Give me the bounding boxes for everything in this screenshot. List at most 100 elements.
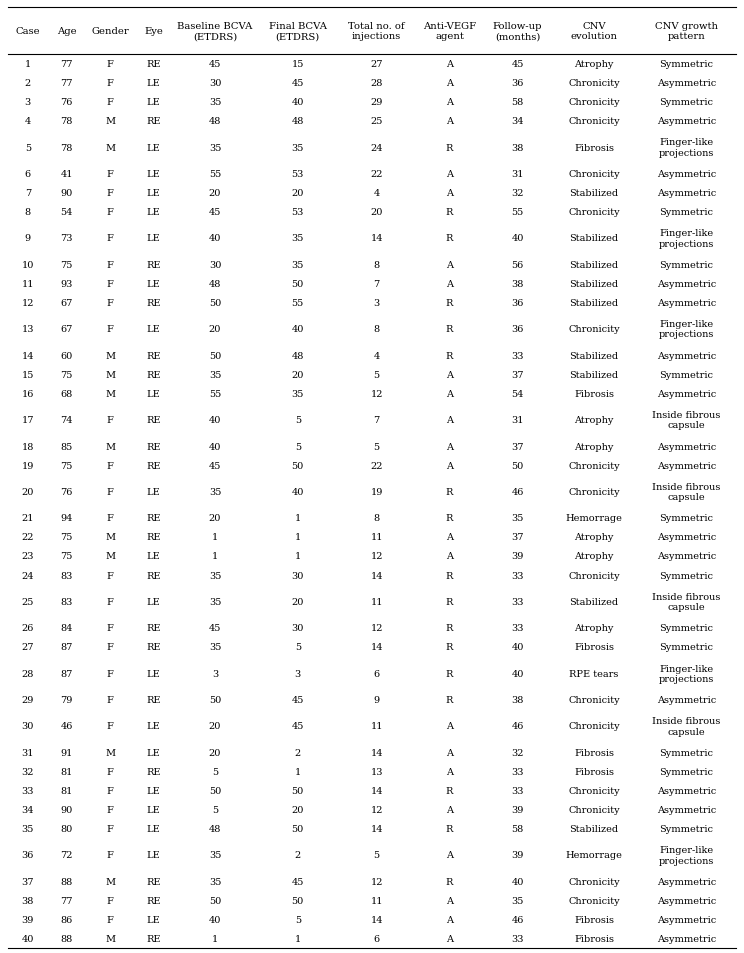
Text: 14: 14: [371, 748, 383, 757]
Text: 20: 20: [209, 721, 221, 731]
Text: 76: 76: [60, 98, 73, 107]
Text: 28: 28: [371, 79, 383, 88]
Text: LE: LE: [147, 143, 161, 152]
Text: A: A: [446, 117, 453, 126]
Text: Asymmetric: Asymmetric: [657, 298, 716, 308]
Text: R: R: [446, 598, 453, 606]
Text: 1: 1: [295, 934, 301, 943]
Text: Asymmetric: Asymmetric: [657, 934, 716, 943]
Text: LE: LE: [147, 98, 161, 107]
Text: F: F: [106, 514, 114, 523]
Text: 11: 11: [371, 598, 383, 606]
Text: 53: 53: [292, 208, 304, 216]
Text: Asymmetric: Asymmetric: [657, 696, 716, 704]
Text: 50: 50: [292, 824, 304, 833]
Text: A: A: [446, 279, 453, 289]
Text: Gender: Gender: [92, 27, 129, 36]
Text: A: A: [446, 60, 453, 69]
Text: RE: RE: [147, 571, 161, 579]
Text: LE: LE: [147, 598, 161, 606]
Text: Asymmetric: Asymmetric: [657, 786, 716, 795]
Text: 33: 33: [511, 934, 524, 943]
Text: 11: 11: [371, 896, 383, 905]
Text: R: R: [446, 488, 453, 497]
Text: Eye: Eye: [144, 27, 163, 36]
Text: 7: 7: [25, 189, 31, 198]
Text: 10: 10: [22, 260, 34, 270]
Text: 31: 31: [511, 170, 524, 179]
Text: 48: 48: [209, 824, 221, 833]
Text: 93: 93: [60, 279, 73, 289]
Text: R: R: [446, 696, 453, 704]
Text: 74: 74: [60, 416, 73, 425]
Text: 38: 38: [511, 143, 524, 152]
Text: 39: 39: [511, 805, 524, 814]
Text: Chronicity: Chronicity: [568, 208, 620, 216]
Text: RE: RE: [147, 533, 161, 542]
Text: Asymmetric: Asymmetric: [657, 552, 716, 561]
Text: M: M: [105, 352, 115, 360]
Text: 48: 48: [292, 352, 304, 360]
Text: RE: RE: [147, 60, 161, 69]
Text: A: A: [446, 390, 453, 398]
Text: Asymmetric: Asymmetric: [657, 279, 716, 289]
Text: RE: RE: [147, 896, 161, 905]
Text: Stabilized: Stabilized: [570, 234, 619, 243]
Text: F: F: [106, 642, 114, 652]
Text: 34: 34: [22, 805, 34, 814]
Text: LE: LE: [147, 748, 161, 757]
Text: 20: 20: [209, 189, 221, 198]
Text: F: F: [106, 170, 114, 179]
Text: Chronicity: Chronicity: [568, 325, 620, 334]
Text: 37: 37: [22, 877, 34, 886]
Text: 3: 3: [212, 669, 218, 678]
Text: 37: 37: [511, 371, 524, 379]
Text: Fibrosis: Fibrosis: [574, 143, 615, 152]
Text: 32: 32: [22, 767, 34, 776]
Text: 45: 45: [292, 721, 304, 731]
Text: 75: 75: [60, 461, 73, 470]
Text: F: F: [106, 60, 114, 69]
Text: 50: 50: [209, 696, 221, 704]
Text: Chronicity: Chronicity: [568, 896, 620, 905]
Text: 7: 7: [373, 279, 380, 289]
Text: 76: 76: [60, 488, 73, 497]
Text: 58: 58: [511, 824, 524, 833]
Text: F: F: [106, 234, 114, 243]
Text: 87: 87: [60, 642, 73, 652]
Text: 88: 88: [60, 877, 73, 886]
Text: F: F: [106, 461, 114, 470]
Text: Asymmetric: Asymmetric: [657, 915, 716, 924]
Text: 50: 50: [209, 352, 221, 360]
Text: 23: 23: [22, 552, 34, 561]
Text: Inside fibrous
capsule: Inside fibrous capsule: [652, 717, 720, 736]
Text: Stabilized: Stabilized: [570, 371, 619, 379]
Text: A: A: [446, 934, 453, 943]
Text: A: A: [446, 552, 453, 561]
Text: A: A: [446, 98, 453, 107]
Text: Hemorrage: Hemorrage: [565, 851, 623, 860]
Text: 40: 40: [292, 325, 304, 334]
Text: 1: 1: [212, 533, 218, 542]
Text: F: F: [106, 915, 114, 924]
Text: LE: LE: [147, 915, 161, 924]
Text: 38: 38: [22, 896, 34, 905]
Text: F: F: [106, 786, 114, 795]
Text: Finger-like
projections: Finger-like projections: [658, 320, 714, 339]
Text: M: M: [105, 533, 115, 542]
Text: 39: 39: [511, 552, 524, 561]
Text: 11: 11: [22, 279, 34, 289]
Text: 40: 40: [511, 642, 524, 652]
Text: 54: 54: [60, 208, 73, 216]
Text: 35: 35: [511, 896, 524, 905]
Text: F: F: [106, 824, 114, 833]
Text: Atrophy: Atrophy: [574, 442, 614, 451]
Text: 8: 8: [373, 514, 379, 523]
Text: 50: 50: [292, 279, 304, 289]
Text: 31: 31: [22, 748, 34, 757]
Text: 77: 77: [60, 896, 73, 905]
Text: Asymmetric: Asymmetric: [657, 170, 716, 179]
Text: 77: 77: [60, 79, 73, 88]
Text: LE: LE: [147, 552, 161, 561]
Text: Atrophy: Atrophy: [574, 60, 614, 69]
